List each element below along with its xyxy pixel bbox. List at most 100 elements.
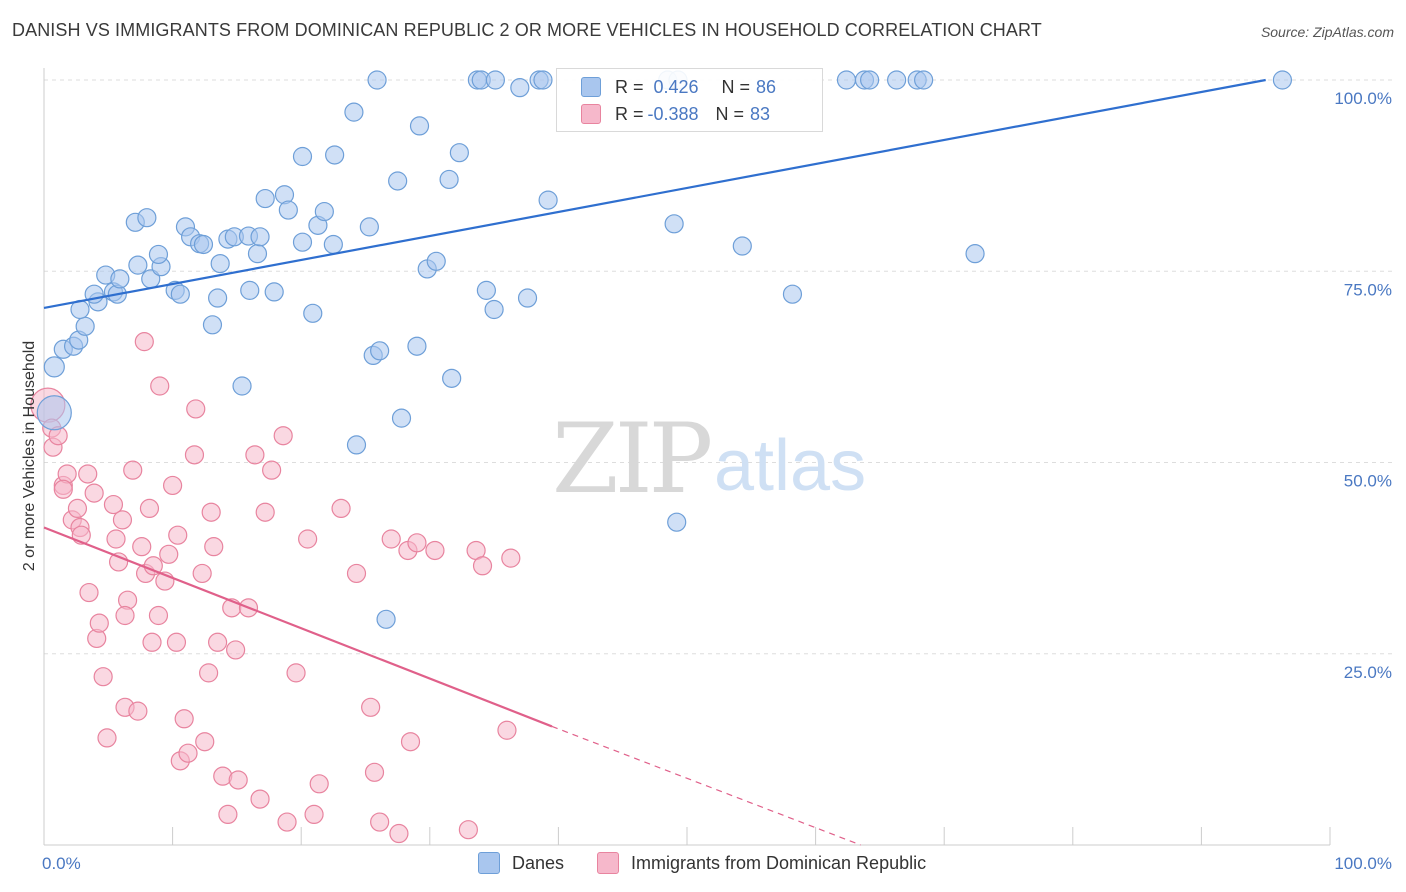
source-label: Source: ZipAtlas.com [1260,24,1394,40]
danes-point [110,269,130,289]
dominican-point [298,529,318,549]
danes-point [346,435,367,455]
danes-point [533,70,553,90]
dominican-point [304,804,324,825]
danes-point [517,288,538,308]
legend-row-danes: R = 0.426 N = 86 [581,74,776,100]
dominican-point [226,640,246,660]
dominican-point [407,533,427,553]
dominican-point [218,804,238,825]
dominican-point [186,399,206,419]
danes-point [250,227,270,247]
danes-point [485,70,505,90]
danes-point [965,244,985,264]
danes-point [247,244,268,264]
dominican-point [245,445,265,465]
danes-point [667,512,687,532]
danes-point [782,284,803,304]
watermark-atlas: atlas [714,426,866,506]
danes-point [314,201,334,222]
danes-point [732,236,752,256]
dominican-point [277,812,297,832]
dominican-point [273,426,293,446]
grid-lines [44,79,1392,655]
x-tick-min: 0.0% [42,854,81,873]
danes-r-value: 0.426 [653,76,699,97]
dominican-point [361,697,381,717]
danes-point [426,251,446,271]
dominican-point [89,613,109,633]
dominican-point [425,540,445,561]
dominican-point [123,460,143,480]
danes-point [510,78,530,98]
dominican-swatch [581,104,601,124]
danes-legend-swatch [478,852,500,874]
legend-row-dominican: R = -0.388 N = 83 [581,101,770,127]
danes-r-label: R = [615,76,644,97]
danes-point [359,217,379,237]
legend-item-danes[interactable]: Danes [478,852,564,874]
dominican-point [178,743,198,763]
y-tick-label-50: 50.0% [1344,472,1392,491]
dominican-point [103,494,124,515]
danes-point [292,232,313,252]
danes-point [170,284,190,304]
dominican-point [159,544,179,564]
danes-trend-line [43,78,1266,310]
dominican-point [174,709,194,729]
danes-point [208,288,228,308]
dominican-trend-extension [551,725,861,846]
legend-item-dominican[interactable]: Immigrants from Dominican Republic [597,852,926,874]
dominican-point [139,498,160,518]
dominican-point [199,663,219,683]
x-tick-max: 100.0% [1334,854,1392,873]
dominican-point [115,605,135,626]
dominican-point [79,582,99,603]
danes-point [303,303,323,323]
dominican-point [168,525,188,545]
dominican-point [78,464,98,484]
danes-point [232,376,252,396]
danes-points [36,70,1293,629]
danes-point [210,254,230,274]
y-tick-label-25: 25.0% [1344,663,1392,682]
danes-point [264,282,284,302]
dominican-r-label: R = [615,103,644,124]
dominican-point [134,332,154,352]
dominican-point [228,770,248,790]
dominican-point [128,701,148,721]
danes-point [407,336,427,356]
danes-point [75,316,95,336]
danes-point [409,116,430,136]
danes-point [484,299,504,320]
y-tick-labels: 25.0% 50.0% 75.0% 100.0% [1334,89,1392,682]
danes-point [391,408,412,428]
axes [43,68,1331,846]
dominican-point [250,789,270,809]
dominican-point [389,823,409,844]
dominican-point [97,728,117,748]
dominican-n-label: N = [715,103,745,124]
dominican-n-value: 83 [750,103,771,124]
danes-point [344,102,364,122]
danes-point [292,146,313,167]
dominican-point [93,667,113,687]
dominican-point [370,812,390,832]
dominican-point [106,529,126,549]
danes-point [255,188,275,209]
dominican-point [497,720,517,740]
danes-point [367,70,387,90]
danes-point [137,208,157,228]
danes-point [914,70,934,90]
dominican-point [255,502,275,522]
dominican-legend-label: Immigrants from Dominican Republic [631,852,927,873]
dominican-point [346,563,367,584]
dominican-point [458,820,478,840]
danes-n-value: 86 [756,76,777,97]
dominican-point [400,732,421,752]
dominican-point [67,498,88,518]
danes-point [538,190,558,210]
dominican-point [84,483,104,503]
dominican-point [208,632,228,652]
